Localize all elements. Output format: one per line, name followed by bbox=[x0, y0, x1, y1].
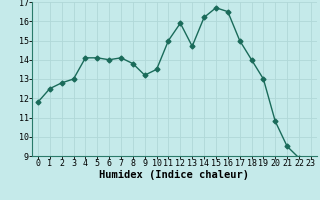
X-axis label: Humidex (Indice chaleur): Humidex (Indice chaleur) bbox=[100, 170, 249, 180]
